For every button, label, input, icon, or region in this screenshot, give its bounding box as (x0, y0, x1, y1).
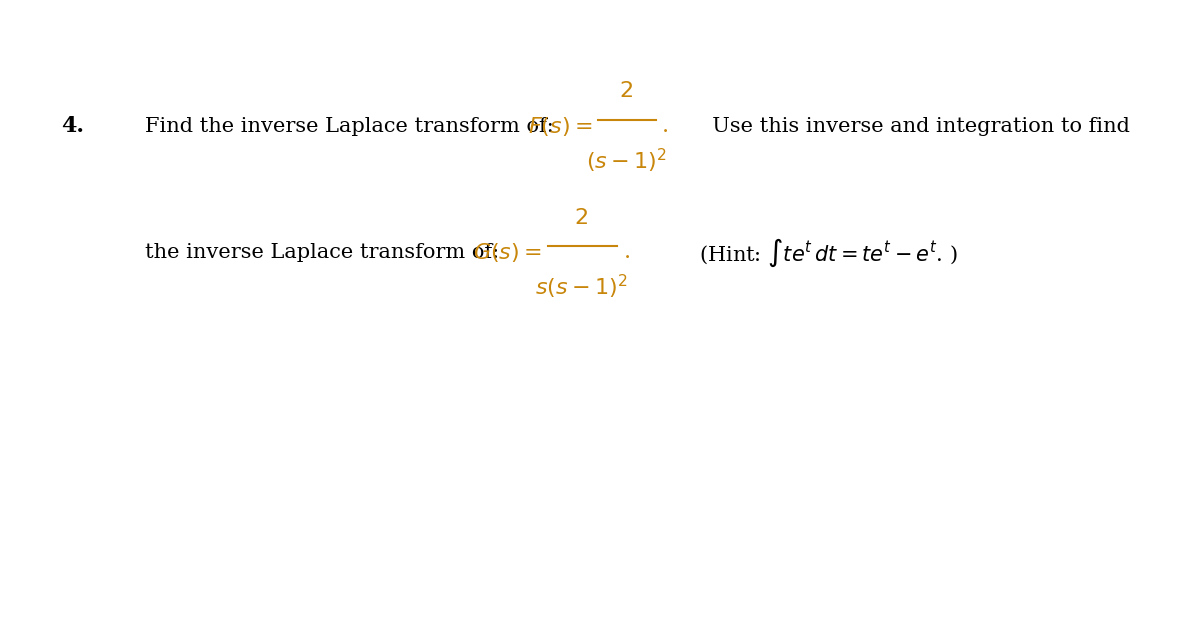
Text: $G\left(s\right)=$: $G\left(s\right)=$ (473, 241, 542, 264)
Text: the inverse Laplace transform of:: the inverse Laplace transform of: (145, 243, 499, 262)
Text: Find the inverse Laplace transform of:: Find the inverse Laplace transform of: (145, 117, 554, 136)
Text: Use this inverse and integration to find: Use this inverse and integration to find (698, 117, 1129, 136)
Text: .: . (661, 115, 668, 137)
Text: (Hint: $\int te^{t}\,dt = te^{t}-e^{t}$. ): (Hint: $\int te^{t}\,dt = te^{t}-e^{t}$.… (698, 236, 958, 269)
Text: $F\left(s\right)=$: $F\left(s\right)=$ (528, 115, 593, 138)
Text: 4.: 4. (61, 115, 84, 137)
Text: $\left(s-1\right)^{2}$: $\left(s-1\right)^{2}$ (586, 147, 666, 175)
Text: $2$: $2$ (619, 81, 632, 102)
Text: $s\left(s-1\right)^{2}$: $s\left(s-1\right)^{2}$ (535, 273, 628, 301)
Text: $2$: $2$ (575, 207, 588, 228)
Text: .: . (624, 242, 631, 263)
